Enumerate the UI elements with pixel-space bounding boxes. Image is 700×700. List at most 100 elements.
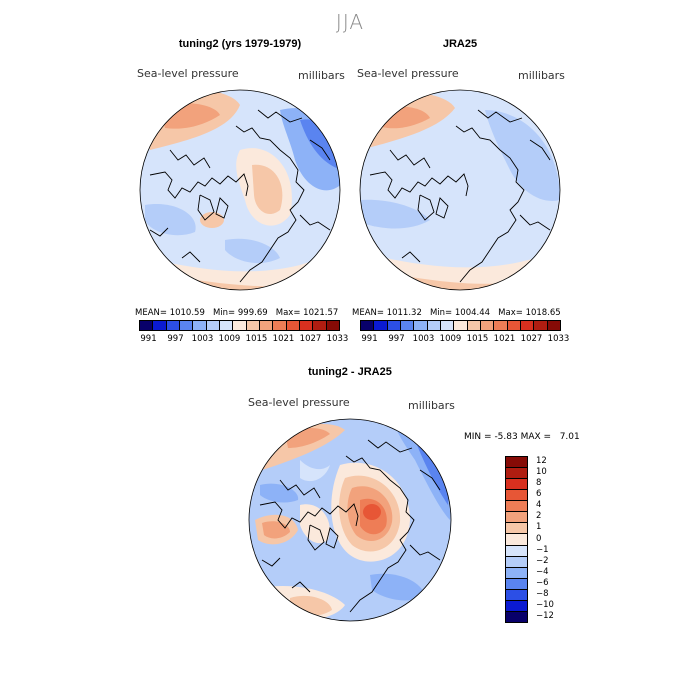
colorbar-swatch	[467, 321, 481, 330]
colorbar-swatch	[507, 321, 521, 330]
colorbar-tick-label: 0	[536, 533, 542, 544]
colorbar-swatch	[506, 479, 527, 491]
panel-c-units: millibars	[408, 399, 455, 412]
map-a-orange-center	[252, 164, 283, 215]
colorbar-tick-label: 1009	[439, 334, 462, 344]
colorbar-swatch	[506, 534, 527, 546]
colorbar-tick-label: 997	[167, 334, 184, 344]
colorbar-b-ticks: 991 997 1003 1009 1015 1021 1027 1033	[356, 334, 572, 344]
panel-c-stats: MIN = -5.83 MAX = 7.01	[464, 432, 580, 442]
colorbar-swatch	[193, 321, 207, 330]
map-a-blue-s	[225, 238, 280, 264]
colorbar-tick-label: 1027	[520, 334, 543, 344]
map-c-peach-mid	[300, 504, 330, 544]
colorbar-tick-label: −10	[536, 600, 554, 611]
colorbar-swatch	[506, 501, 527, 513]
colorbar-tick-label: 1027	[299, 334, 322, 344]
colorbar-swatch	[520, 321, 535, 330]
colorbar-tick-label: −8	[536, 589, 549, 600]
colorbar-tick-label: 12	[536, 455, 547, 466]
map-c-outline	[248, 418, 452, 622]
panel-c-variable: Sea-level pressure	[248, 396, 350, 409]
panel-b-variable: Sea-level pressure	[357, 67, 459, 80]
map-b-coastlines	[369, 109, 551, 283]
colorbar-tick-label: 1009	[218, 334, 241, 344]
colorbar-tick-label: 1033	[547, 334, 570, 344]
colorbar-swatch	[400, 321, 415, 330]
colorbar-tick-label: 1015	[245, 334, 268, 344]
panel-title-model: tuning2 (yrs 1979-1979)	[178, 38, 302, 50]
colorbar-tick-label: 991	[361, 334, 378, 344]
colorbar-swatch	[206, 321, 220, 330]
colorbar-swatch	[506, 457, 527, 469]
colorbar-swatch	[494, 321, 508, 330]
colorbar-swatch	[361, 321, 375, 330]
panel-title-reference: JRA25	[442, 38, 478, 50]
colorbar-swatch	[506, 567, 527, 579]
colorbar-tick-label: −6	[536, 578, 549, 589]
colorbar-tick-label: 4	[536, 500, 542, 511]
colorbar-diff	[505, 456, 528, 623]
colorbar-a	[139, 320, 340, 331]
colorbar-tick-label: 1003	[191, 334, 214, 344]
map-c-white-ring	[300, 460, 330, 482]
colorbar-swatch	[286, 321, 300, 330]
panel-b-units: millibars	[518, 69, 565, 82]
colorbar-swatch	[506, 512, 527, 524]
colorbar-swatch	[153, 321, 167, 330]
colorbar-swatch	[506, 523, 527, 535]
colorbar-swatch	[547, 321, 560, 330]
colorbar-tick-label: 1	[536, 522, 542, 533]
colorbar-tick-label: 6	[536, 488, 542, 499]
map-b-blue-e	[485, 110, 560, 201]
colorbar-swatch	[506, 556, 527, 568]
panel-title-difference: tuning2 - JRA25	[308, 366, 392, 378]
map-c-warm-peak	[363, 504, 381, 520]
map-b-outline	[359, 89, 561, 291]
colorbar-tick-label: 1033	[326, 334, 349, 344]
colorbar-swatch	[440, 321, 455, 330]
colorbar-swatch	[179, 321, 194, 330]
map-a-orange-spot	[200, 212, 224, 228]
colorbar-swatch	[326, 321, 339, 330]
colorbar-swatch	[387, 321, 401, 330]
colorbar-tick-label: 1015	[466, 334, 489, 344]
colorbar-tick-label: 1021	[272, 334, 295, 344]
colorbar-swatch	[506, 468, 527, 480]
map-b-blue-w	[360, 199, 430, 229]
colorbar-swatch	[233, 321, 247, 330]
colorbar-b	[360, 320, 561, 331]
map-a-blue-w	[145, 204, 196, 236]
colorbar-swatch	[246, 321, 260, 330]
colorbar-tick-label: 10	[536, 466, 547, 477]
colorbar-swatch	[299, 321, 314, 330]
colorbar-swatch	[506, 589, 527, 601]
colorbar-swatch	[414, 321, 428, 330]
season-title: JJA	[335, 10, 365, 34]
map-c-blue-w	[260, 483, 299, 503]
colorbar-swatch	[374, 321, 388, 330]
colorbar-tick-label: 1003	[412, 334, 435, 344]
colorbar-swatch	[506, 600, 527, 612]
colorbar-swatch	[259, 321, 274, 330]
colorbar-swatch	[140, 321, 154, 330]
colorbar-tick-label: −12	[536, 611, 554, 622]
map-a-outline	[139, 89, 341, 291]
colorbar-swatch	[454, 321, 468, 330]
colorbar-tick-label: 991	[140, 334, 157, 344]
map-a-coastlines	[149, 109, 331, 283]
panel-b-stats: MEAN= 1011.32 Min= 1004.44 Max= 1018.65	[352, 308, 561, 318]
map-c-coastlines	[259, 439, 441, 613]
colorbar-tick-label: 1021	[493, 334, 516, 344]
colorbar-tick-label: −1	[536, 544, 549, 555]
colorbar-swatch	[166, 321, 180, 330]
colorbar-swatch	[506, 490, 527, 502]
colorbar-swatch	[273, 321, 287, 330]
map-c-blue-ne-core	[415, 440, 449, 505]
colorbar-swatch	[219, 321, 234, 330]
panel-a-stats: MEAN= 1010.59 Min= 999.69 Max= 1021.57	[135, 308, 339, 318]
map-c-blue-s	[370, 573, 425, 601]
